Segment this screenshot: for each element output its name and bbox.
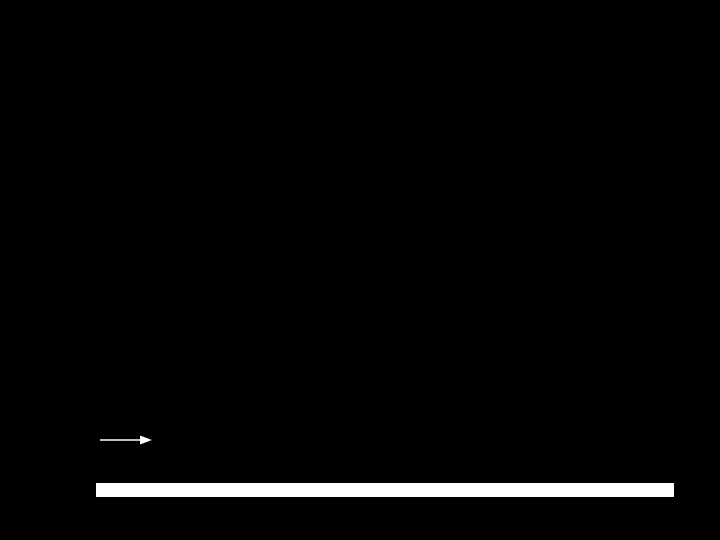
pressure-colorbar xyxy=(96,483,674,497)
wind-scale-arrow-icon xyxy=(100,435,152,445)
page-title xyxy=(0,3,720,33)
wind-scale-box xyxy=(76,415,174,463)
